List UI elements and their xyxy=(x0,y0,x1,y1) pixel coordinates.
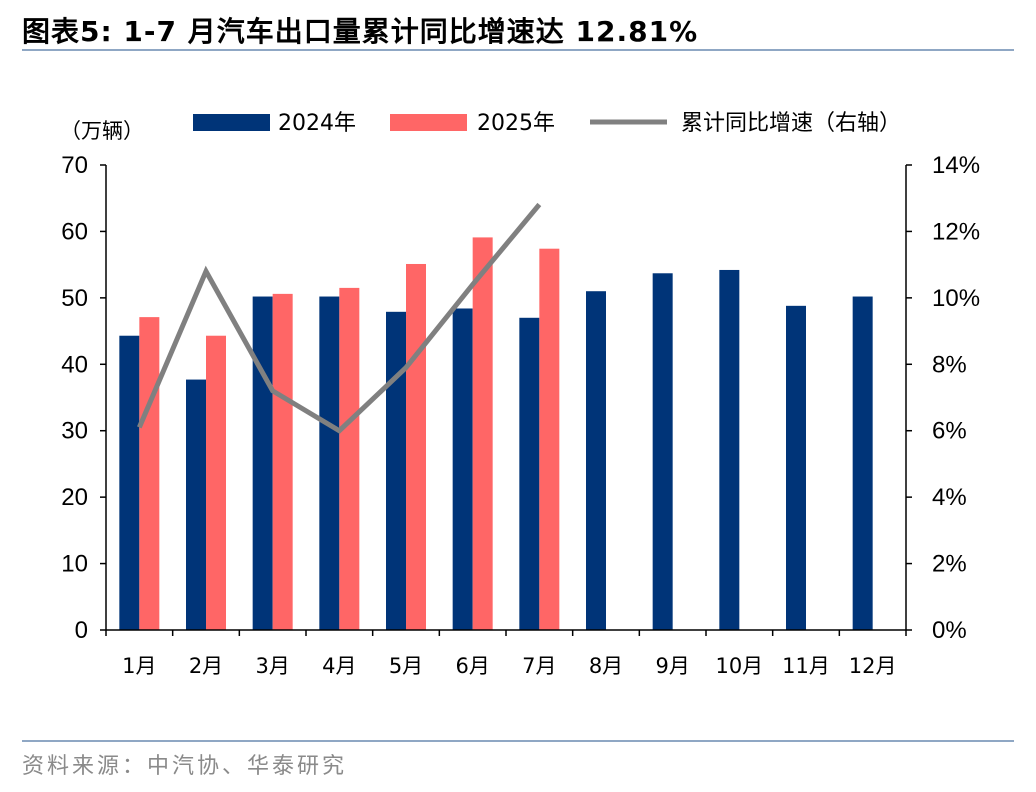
bar-2024年-7月 xyxy=(519,317,540,630)
right-tick-label: 8% xyxy=(932,351,967,378)
line-layer xyxy=(137,202,542,434)
x-category-label: 7月 xyxy=(522,654,556,678)
left-tick-label: 30 xyxy=(61,418,88,445)
axes: 0 10 20 30 40 50 60 70 0% 2% 4% 6% 8% 10% 12% 14% 1月 2月 3月… xyxy=(61,152,980,678)
x-category-label: 1月 xyxy=(122,654,156,678)
legend-label: 2024年 xyxy=(278,111,356,136)
bar-2025年-1月 xyxy=(139,317,160,630)
legend-label: 2025年 xyxy=(477,111,555,136)
right-tick-label: 4% xyxy=(932,484,967,511)
bars xyxy=(119,237,873,630)
x-category-label: 4月 xyxy=(322,654,356,678)
left-tick-label: 0 xyxy=(75,617,88,644)
legend: 2024年 2025年 累计同比增速（右轴） xyxy=(193,111,901,136)
legend-swatch-2024年 xyxy=(193,114,270,131)
left-axis-unit-label: （万辆） xyxy=(60,119,144,143)
right-tick-label: 2% xyxy=(932,551,967,578)
left-tick-label: 10 xyxy=(61,551,88,578)
bar-2025年-2月 xyxy=(206,335,226,630)
right-tick-label: 6% xyxy=(932,418,967,445)
bar-2024年-2月 xyxy=(186,379,206,630)
bar-2024年-6月 xyxy=(452,308,473,630)
x-category-label: 11月 xyxy=(782,654,830,678)
x-category-label: 10月 xyxy=(715,654,763,678)
right-tick-label: 14% xyxy=(932,152,980,179)
left-tick-label: 50 xyxy=(61,285,88,312)
figure-title: 图表5: 1-7 月汽车出口量累计同比增速达 12.81% xyxy=(22,15,699,48)
bar-2024年-10月 xyxy=(719,269,740,630)
title-rule xyxy=(22,49,1014,51)
legend-label: 累计同比增速（右轴） xyxy=(681,111,901,136)
bar-2025年-6月 xyxy=(472,237,493,630)
right-tick-label: 10% xyxy=(932,285,980,312)
chart-svg: 2024年 2025年 累计同比增速（右轴） （万辆） 0 10 20 30 40 50 60 7… xyxy=(60,111,980,678)
bar-2025年-5月 xyxy=(406,263,426,630)
source-rule xyxy=(22,740,1014,742)
left-tick-label: 70 xyxy=(61,152,88,179)
bar-2025年-4月 xyxy=(339,287,360,630)
line-series-cumulative-growth xyxy=(137,202,542,434)
x-category-label: 5月 xyxy=(389,654,423,678)
right-tick-label: 0% xyxy=(932,617,967,644)
bar-2024年-1月 xyxy=(119,335,140,630)
source-note: 资料来源：中汽协、华泰研究 xyxy=(22,754,348,779)
bar-2025年-3月 xyxy=(272,293,293,630)
x-category-label: 6月 xyxy=(455,654,489,678)
right-tick-label: 12% xyxy=(932,218,980,245)
bar-2024年-12月 xyxy=(852,296,873,630)
left-tick-label: 60 xyxy=(61,218,88,245)
x-category-label: 2月 xyxy=(189,654,223,678)
legend-swatch-2025年 xyxy=(390,114,467,131)
x-category-label: 3月 xyxy=(255,654,289,678)
x-category-label: 12月 xyxy=(849,654,897,678)
x-category-label: 9月 xyxy=(655,654,689,678)
x-category-label: 8月 xyxy=(589,654,623,678)
bar-2024年-5月 xyxy=(386,311,406,630)
bar-2025年-7月 xyxy=(539,248,560,630)
bar-2024年-11月 xyxy=(786,305,806,630)
bar-2024年-4月 xyxy=(319,296,340,630)
bar-2024年-8月 xyxy=(586,291,606,630)
bar-2024年-9月 xyxy=(652,273,673,630)
left-tick-label: 20 xyxy=(61,484,88,511)
bar-2024年-3月 xyxy=(252,296,273,630)
left-tick-label: 40 xyxy=(61,351,88,378)
